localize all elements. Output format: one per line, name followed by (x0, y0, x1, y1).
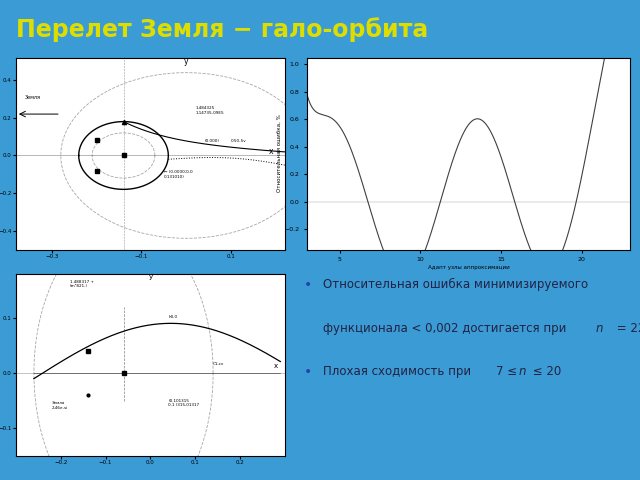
Text: •: • (304, 278, 312, 292)
Y-axis label: Относительная ошибка, %: Относительная ошибка, % (276, 115, 282, 192)
Text: Земля
2.46e-si: Земля 2.46e-si (52, 401, 68, 410)
Text: h0,0: h0,0 (168, 315, 177, 319)
Text: 1.484325
1.14735-09E5: 1.484325 1.14735-09E5 (195, 107, 224, 115)
X-axis label: Адапт узлы аппроксимации: Адапт узлы аппроксимации (428, 265, 509, 270)
Text: Перелет Земля − гало-орбита: Перелет Земля − гало-орбита (16, 17, 428, 42)
Text: n: n (518, 365, 526, 378)
Text: Земля: Земля (25, 95, 41, 100)
Text: 7 ≤: 7 ≤ (496, 365, 521, 378)
Text: x: x (274, 362, 278, 369)
Text: C1,cv: C1,cv (213, 362, 225, 366)
Text: y: y (184, 57, 189, 66)
Text: ≤ 20: ≤ 20 (529, 365, 561, 378)
Text: 1.488317 +
(m²821.): 1.488317 + (m²821.) (70, 280, 94, 288)
Text: x: x (269, 147, 274, 156)
Text: Относительная ошибка минимизируемого: Относительная ошибка минимизируемого (323, 278, 588, 291)
Text: 0.50-5v: 0.50-5v (231, 139, 247, 144)
Text: (0.000): (0.000) (204, 139, 219, 144)
Text: (0.101315
0.1 (315,01317: (0.101315 0.1 (315,01317 (168, 399, 200, 407)
Text: n: n (595, 322, 603, 335)
Text: •: • (304, 365, 312, 379)
Text: функционала < 0,002 достигается при: функционала < 0,002 достигается при (323, 322, 574, 335)
Text: ← (0.0000;0.0
0.131010): ← (0.0000;0.0 0.131010) (164, 170, 193, 179)
Text: = 22: = 22 (613, 322, 640, 335)
Text: Плохая сходимость при: Плохая сходимость при (323, 365, 479, 378)
Text: y: y (148, 274, 152, 280)
